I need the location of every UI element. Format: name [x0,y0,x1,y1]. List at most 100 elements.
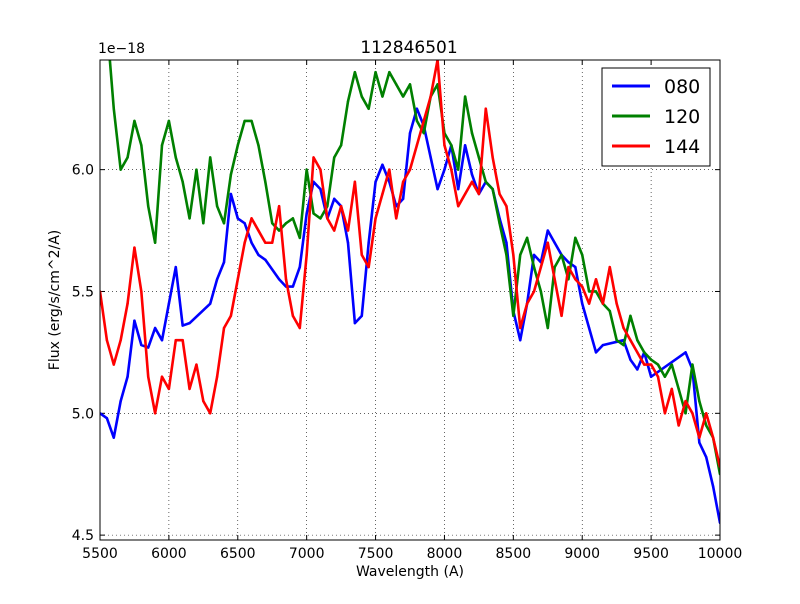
data-point-144 [284,278,288,281]
data-point-144 [264,241,267,244]
data-point-144 [484,107,487,110]
data-point-080 [291,285,295,288]
data-point-120 [284,222,288,225]
data-point-120 [153,241,157,244]
data-point-080 [188,321,191,325]
data-point-080 [574,265,577,269]
data-point-144 [539,265,543,269]
data-point-080 [167,302,171,305]
data-point-120 [271,222,274,225]
data-point-144 [105,339,109,342]
data-point-120 [195,168,198,171]
data-point-144 [622,326,625,330]
data-point-144 [305,253,308,257]
data-point-120 [643,351,646,354]
data-point-144 [649,363,653,366]
data-point-080 [222,261,226,264]
data-point-144 [532,290,536,293]
data-point-144 [663,412,667,415]
data-point-144 [147,375,150,378]
data-point-120 [312,212,315,215]
data-point-120 [209,156,212,159]
data-point-080 [415,107,419,110]
data-point-120 [333,156,336,159]
data-point-144 [443,144,446,147]
data-point-144 [574,278,577,281]
data-point-080 [147,346,150,349]
data-point-120 [112,107,115,110]
data-point-144 [250,217,253,220]
data-point-120 [381,95,384,98]
data-point-144 [160,375,164,378]
data-point-120 [484,180,487,184]
data-point-120 [539,290,543,293]
data-point-144 [594,278,598,281]
data-point-144 [257,229,260,232]
data-point-144 [656,375,660,378]
data-point-144 [112,363,115,366]
data-point-144 [546,241,549,244]
data-point-080 [319,187,322,191]
data-point-120 [622,343,625,347]
data-point-080 [457,187,460,191]
x-tick-label: 7000 [289,546,325,562]
data-point-120 [463,95,467,98]
data-point-080 [587,326,591,330]
data-point-120 [339,144,343,147]
data-point-144 [415,144,419,147]
data-point-120 [181,180,184,184]
data-point-120 [450,144,453,147]
data-point-144 [133,246,136,249]
y-tick-label: 4.5 [72,528,94,544]
data-point-144 [388,168,391,171]
data-point-120 [470,131,474,135]
data-point-144 [463,192,467,196]
data-point-144 [711,436,715,439]
data-point-080 [133,319,136,322]
data-point-144 [395,217,398,220]
x-tick-label: 5500 [82,546,118,562]
data-point-120 [408,83,412,86]
data-point-144 [450,168,453,171]
data-point-080 [553,241,556,244]
data-point-144 [629,339,632,342]
data-point-144 [670,387,673,391]
data-point-120 [305,168,308,171]
data-point-144 [215,375,219,378]
data-point-144 [636,351,639,354]
data-point-120 [250,119,253,123]
data-point-080 [381,163,384,166]
y-axis-label: Flux (erg/s/cm^2/A) [47,230,63,370]
data-point-144 [525,302,529,305]
data-point-080 [277,278,281,281]
data-point-144 [519,326,522,330]
legend-label-080: 080 [664,76,700,98]
data-point-120 [126,156,129,159]
data-point-080 [174,265,177,269]
y-tick-label: 6.0 [72,163,94,179]
data-point-120 [629,314,632,318]
data-point-144 [374,217,377,220]
data-point-080 [250,241,253,244]
data-point-144 [587,302,591,305]
y-offset-label: 1e−18 [98,41,145,57]
data-point-120 [587,290,591,293]
data-point-144 [271,241,274,244]
data-point-120 [243,119,246,123]
data-point-080 [594,351,598,354]
data-point-120 [257,144,260,147]
data-point-080 [346,241,350,244]
data-point-120 [367,107,370,110]
data-point-144 [202,399,205,403]
data-point-120 [360,95,363,98]
data-point-120 [346,100,350,103]
data-point-120 [415,119,419,123]
data-point-080 [684,351,687,354]
data-point-120 [553,265,556,269]
data-point-120 [140,144,143,147]
data-point-080 [443,168,446,171]
data-point-144 [401,180,405,184]
data-point-144 [346,229,350,232]
data-point-120 [167,119,171,123]
